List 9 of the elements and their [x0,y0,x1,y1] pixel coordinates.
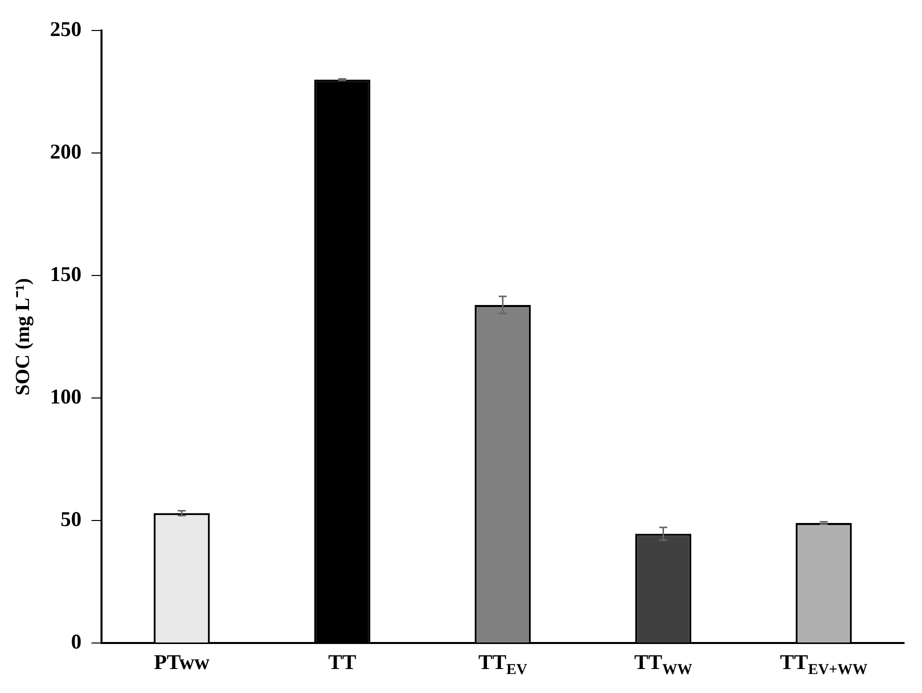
y-tick-label: 50 [60,506,82,531]
x-tick-label: PTww [154,650,210,674]
y-tick-label: 200 [50,140,82,164]
y-tick-label: 100 [50,384,82,408]
y-tick-label: 150 [50,262,82,286]
y-tick-label: 250 [50,17,82,42]
y-axis-title: SOC (mg L⁻¹) [12,278,34,396]
y-tick-label: 0 [71,629,82,654]
x-tick-label: TT [328,650,356,674]
